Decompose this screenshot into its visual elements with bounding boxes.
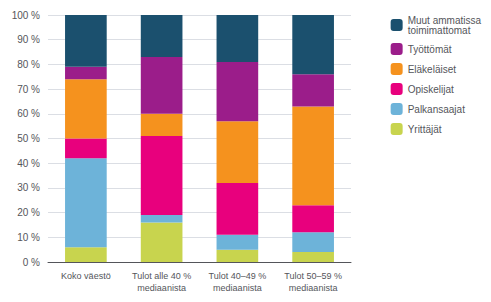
svg-text:Työttömät: Työttömät	[408, 44, 452, 55]
svg-text:0 %: 0 %	[23, 257, 40, 268]
svg-text:100 %: 100 %	[12, 10, 40, 21]
svg-text:30 %: 30 %	[17, 182, 40, 193]
svg-text:Muut ammatissa: Muut ammatissa	[407, 14, 481, 26]
svg-text:90 %: 90 %	[17, 34, 40, 45]
svg-text:Tulot 40–49 %: Tulot 40–49 %	[209, 271, 267, 281]
svg-text:60 %: 60 %	[17, 108, 40, 119]
svg-text:40 %: 40 %	[17, 158, 40, 169]
svg-text:Yrittäjät: Yrittäjät	[408, 124, 442, 135]
svg-text:Tulot alle 40 %: Tulot alle 40 %	[132, 271, 191, 281]
svg-text:50 %: 50 %	[17, 133, 40, 144]
svg-text:Eläkeläiset: Eläkeläiset	[408, 64, 457, 75]
svg-text:10 %: 10 %	[17, 232, 40, 243]
svg-text:mediaanista: mediaanista	[213, 283, 262, 293]
svg-text:Tulot 50–59 %: Tulot 50–59 %	[284, 271, 342, 281]
svg-text:Opiskelijat: Opiskelijat	[408, 84, 454, 95]
svg-text:toimimattomat: toimimattomat	[408, 25, 471, 36]
svg-text:80 %: 80 %	[17, 59, 40, 70]
svg-text:Palkansaajat: Palkansaajat	[408, 104, 465, 115]
svg-text:mediaanista: mediaanista	[137, 283, 186, 293]
svg-text:70 %: 70 %	[17, 84, 40, 95]
svg-text:mediaanista: mediaanista	[289, 283, 338, 293]
svg-text:Koko väestö: Koko väestö	[61, 271, 111, 281]
svg-text:20 %: 20 %	[17, 207, 40, 218]
